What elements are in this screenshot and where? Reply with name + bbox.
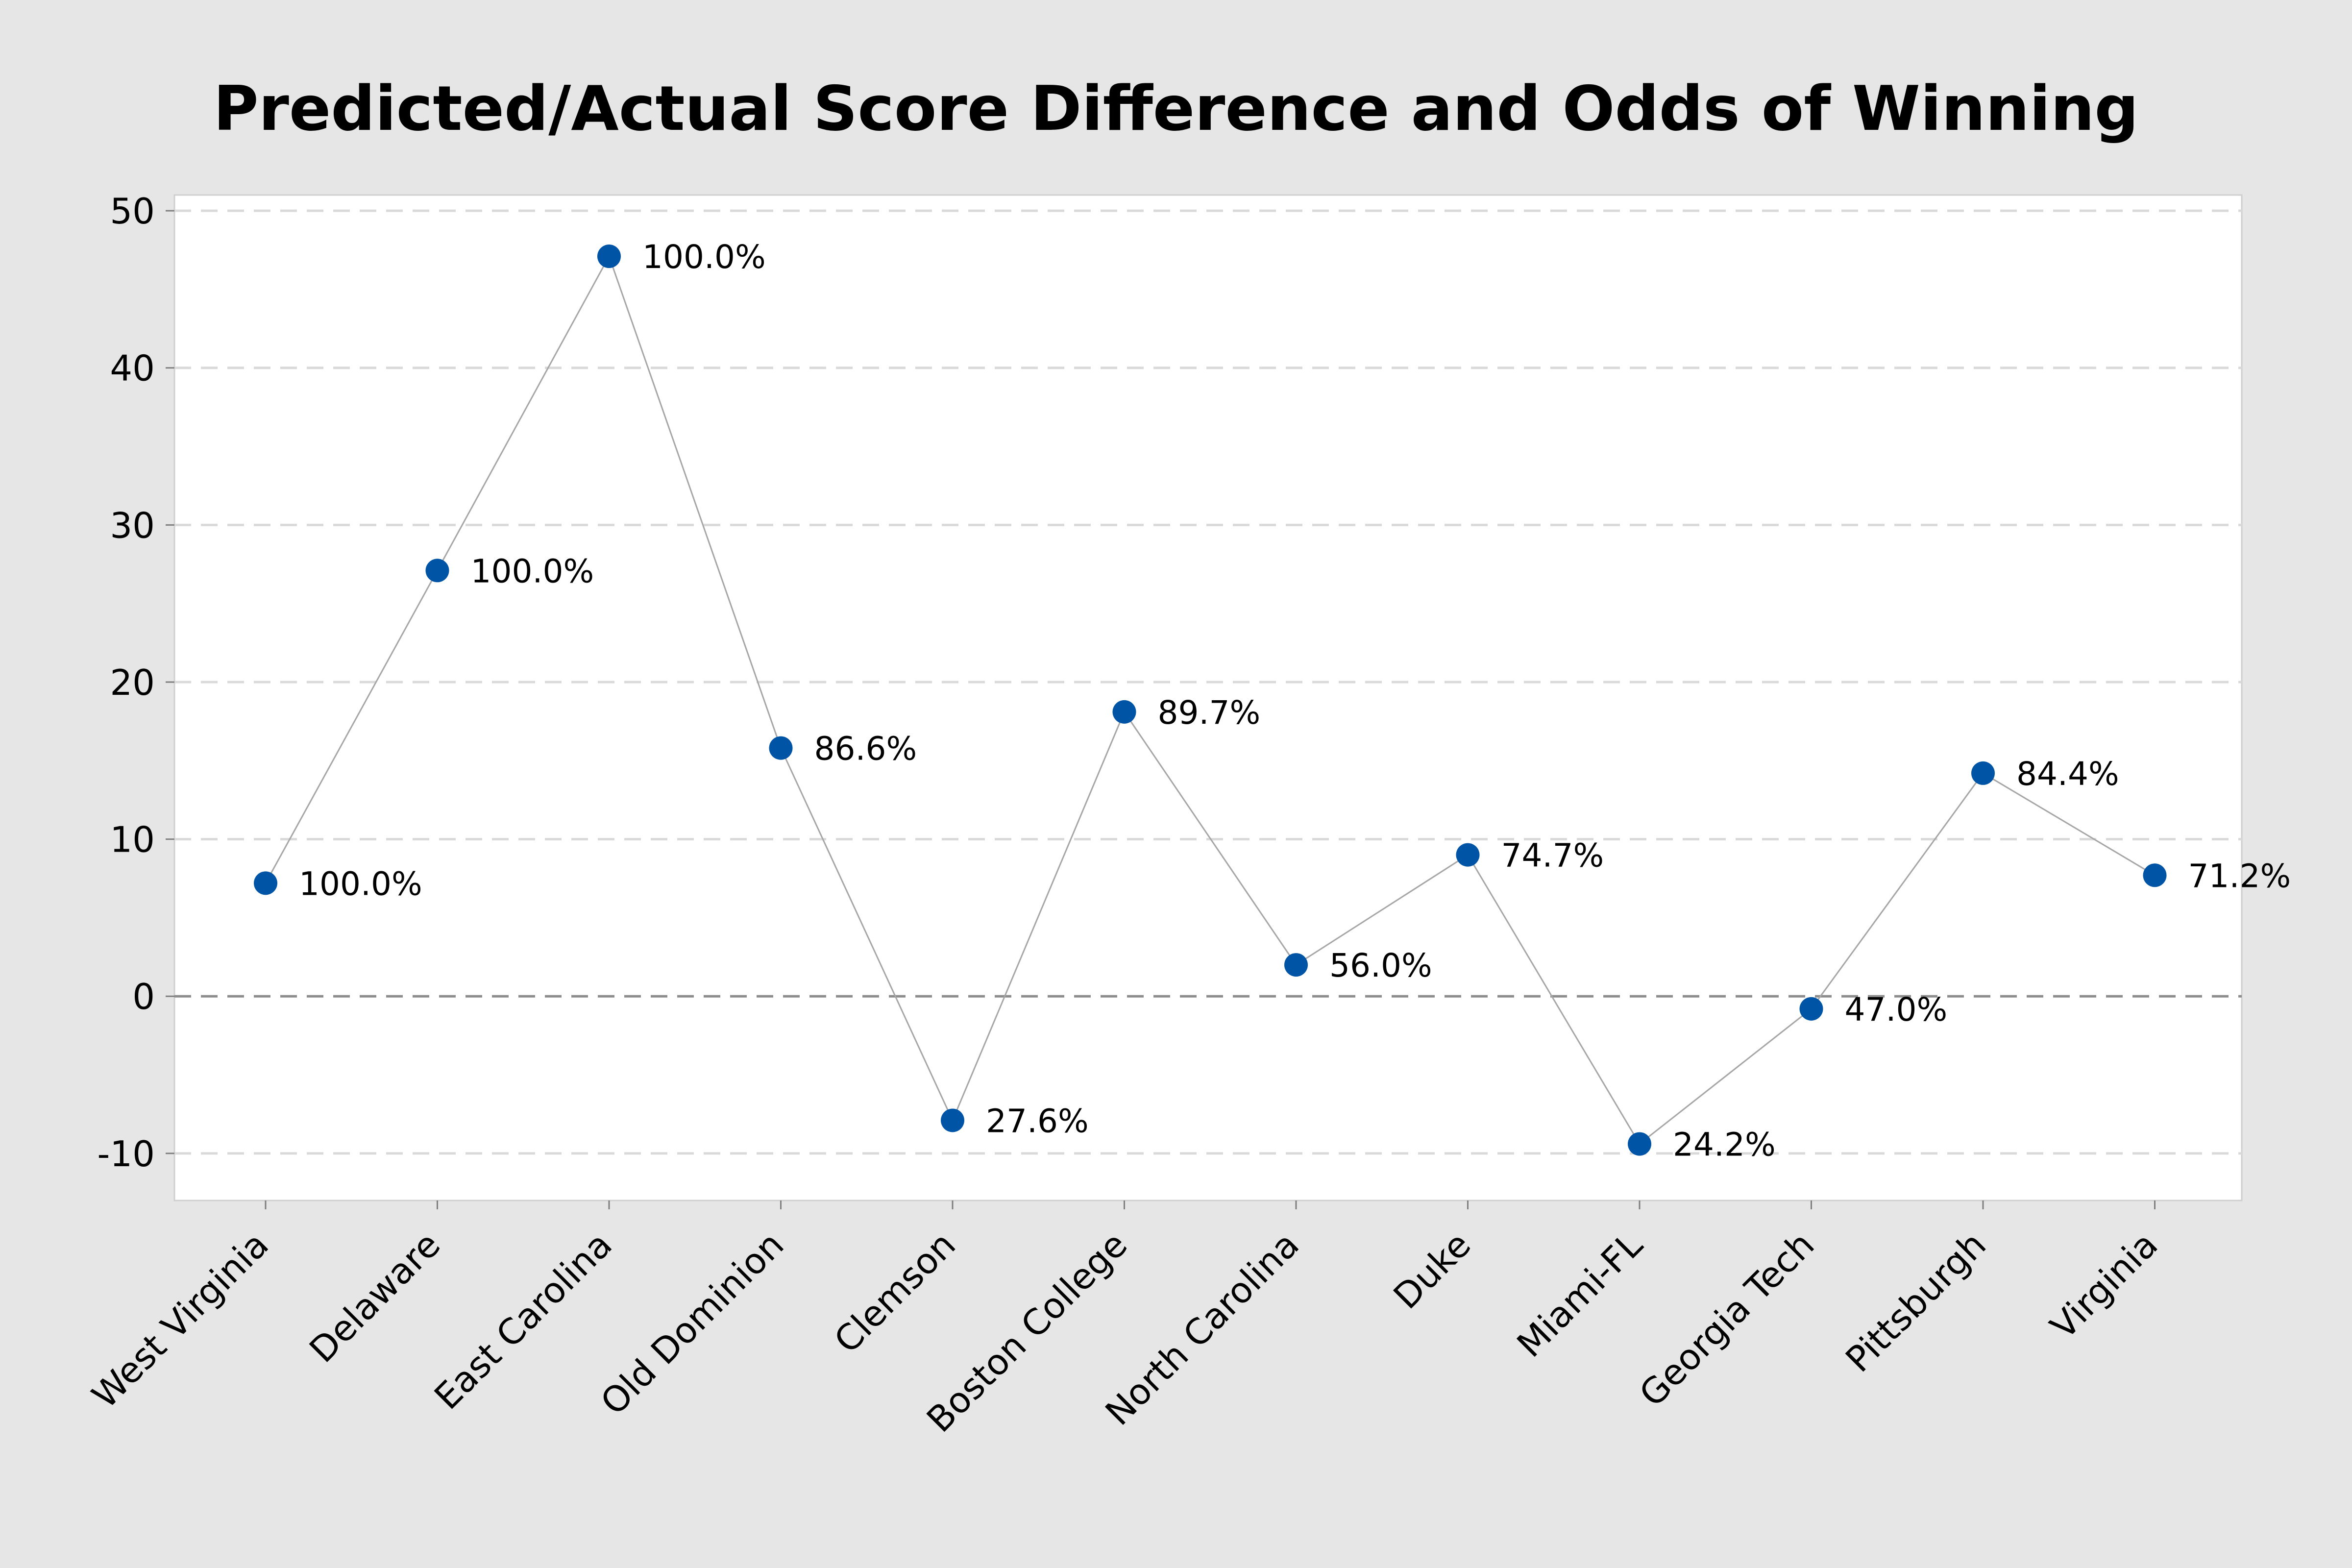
data-label: 71.2% xyxy=(2188,857,2291,895)
data-label: 27.6% xyxy=(986,1102,1089,1140)
data-label-layer: 100.0% 100.0% 100.0% 86.6% 27.6% 89.7% 56.0% 74… xyxy=(299,238,2291,1164)
y-tick-label: -10 xyxy=(97,1133,155,1175)
data-point xyxy=(941,1108,964,1132)
data-point xyxy=(597,245,621,269)
data-label: 74.7% xyxy=(1501,837,1604,875)
data-label: 86.6% xyxy=(814,730,917,768)
data-point xyxy=(1628,1132,1651,1156)
y-tick-label: 0 xyxy=(132,976,155,1017)
data-point xyxy=(1112,700,1136,724)
data-label: 47.0% xyxy=(1845,991,1948,1029)
data-label: 84.4% xyxy=(2016,755,2119,793)
y-tick-label: 40 xyxy=(110,348,155,389)
data-label: 89.7% xyxy=(1158,694,1261,732)
y-tick-label: 30 xyxy=(110,505,155,546)
data-label: 24.2% xyxy=(1673,1126,1776,1164)
series-line-layer xyxy=(265,254,2156,1145)
y-tick-label: 20 xyxy=(110,662,155,703)
data-point xyxy=(1284,953,1308,977)
data-point xyxy=(2143,863,2167,887)
grid-layer xyxy=(174,209,2242,1155)
data-point xyxy=(769,736,793,760)
data-point xyxy=(425,559,449,583)
series-line xyxy=(265,254,2156,1145)
data-label: 100.0% xyxy=(299,865,422,903)
data-label: 100.0% xyxy=(642,238,766,276)
data-label: 56.0% xyxy=(1329,947,1432,984)
data-point xyxy=(1799,997,1823,1021)
data-point xyxy=(254,871,277,895)
plot-area xyxy=(173,194,2243,1201)
data-point xyxy=(1971,761,1995,785)
y-tick-label: 10 xyxy=(110,819,155,860)
y-tick-label: 50 xyxy=(110,191,155,232)
y-axis: -10 0 10 20 30 40 50 xyxy=(97,191,174,1175)
chart-title: Predicted/Actual Score Difference and Od… xyxy=(213,73,2138,145)
data-label: 100.0% xyxy=(471,552,594,590)
data-point xyxy=(1456,843,1480,867)
data-point-layer xyxy=(254,245,2167,1156)
